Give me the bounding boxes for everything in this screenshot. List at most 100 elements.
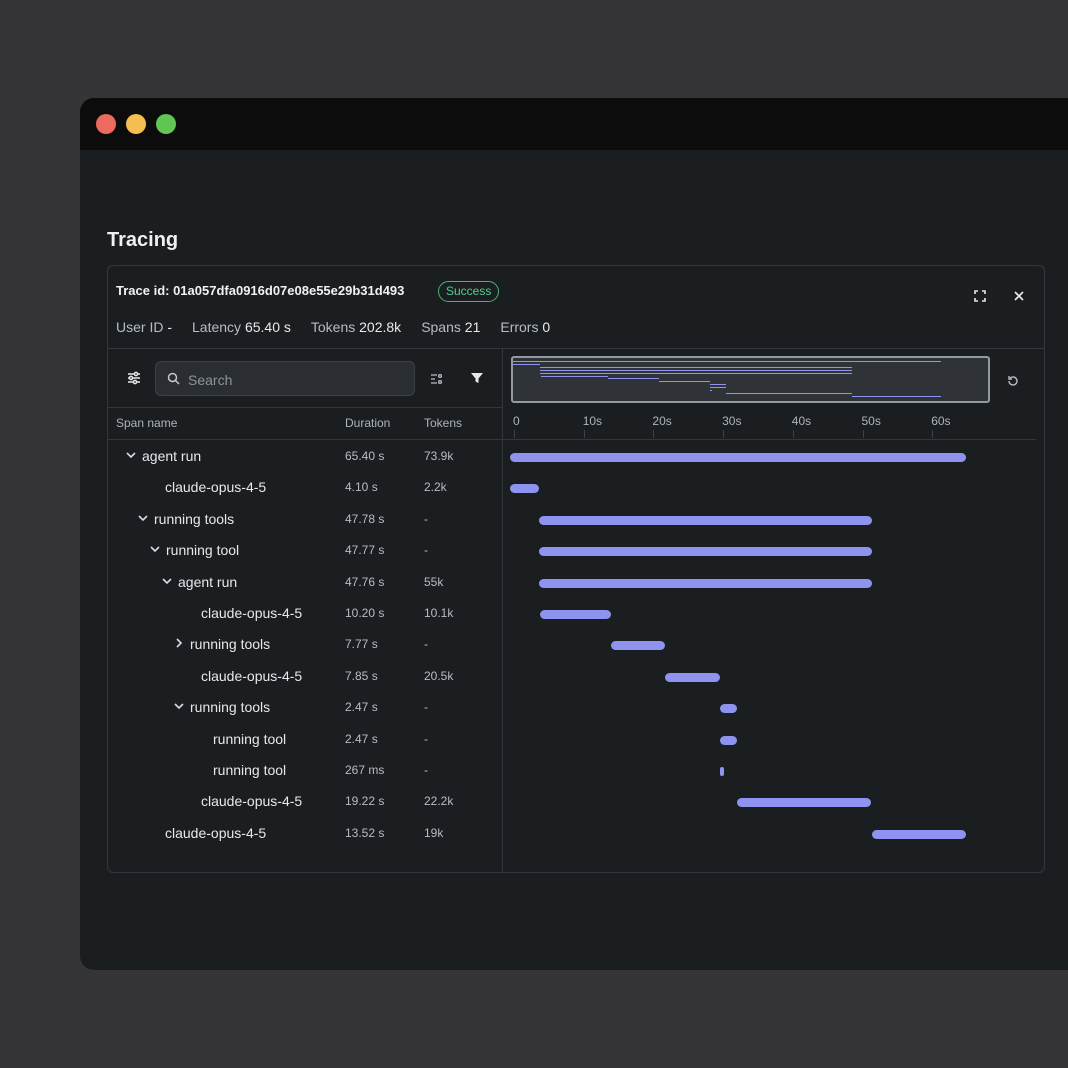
- span-row-name[interactable]: claude-opus-4-5: [201, 668, 302, 684]
- span-name: agent run: [142, 448, 202, 464]
- minimap-span-line: [710, 387, 727, 389]
- stat-value: -: [167, 319, 173, 335]
- span-bar[interactable]: [665, 672, 720, 682]
- chevron-down-icon[interactable]: [172, 699, 186, 715]
- span-bar[interactable]: [719, 735, 738, 745]
- span-row-name[interactable]: running tool: [148, 542, 239, 558]
- span-row-name[interactable]: claude-opus-4-5: [165, 825, 266, 841]
- expand-icon[interactable]: [972, 288, 988, 304]
- stat-value: 65.40 s: [244, 319, 291, 335]
- minimap-span-line: [726, 392, 852, 394]
- span-bar[interactable]: [510, 484, 539, 494]
- span-row-name[interactable]: claude-opus-4-5: [201, 793, 302, 809]
- span-bar[interactable]: [538, 578, 872, 588]
- span-bar[interactable]: [538, 515, 872, 525]
- span-row-name[interactable]: claude-opus-4-5: [201, 605, 302, 621]
- status-badge: Success: [438, 281, 500, 302]
- tick-mark: [583, 430, 585, 438]
- span-name: running tool: [213, 762, 287, 778]
- span-bar[interactable]: [871, 829, 966, 839]
- span-row-name[interactable]: running tools: [172, 699, 270, 715]
- chevron-right-icon[interactable]: [172, 636, 186, 652]
- span-row-name[interactable]: agent run: [160, 574, 237, 590]
- span-bar[interactable]: [737, 798, 872, 808]
- span-tokens: -: [424, 731, 428, 746]
- span-row-name[interactable]: running tools: [172, 636, 270, 652]
- stat-label: Tokens: [310, 319, 360, 335]
- stat-label: Latency: [192, 319, 245, 335]
- span-tokens: 73.9k: [424, 449, 454, 463]
- minimap-span-line: [539, 366, 853, 368]
- stat-label: Errors: [500, 319, 543, 335]
- tick-mark: [862, 430, 864, 438]
- minimize-window-button[interactable]: [126, 114, 146, 134]
- divider: [108, 348, 1044, 349]
- tick-mark: [792, 430, 794, 438]
- span-bar[interactable]: [538, 547, 872, 557]
- span-row-name[interactable]: agent run: [124, 448, 201, 464]
- stat-user-id: User ID -: [116, 319, 172, 335]
- span-row-name[interactable]: running tool: [213, 762, 286, 778]
- chevron-down-icon[interactable]: [148, 542, 162, 558]
- span-duration: 4.10 s: [345, 480, 378, 495]
- list-settings-icon[interactable]: [430, 372, 444, 390]
- tick-label: 20s: [652, 414, 672, 428]
- span-row-name[interactable]: running tool: [213, 731, 286, 747]
- chevron-down-icon[interactable]: [124, 448, 138, 464]
- tick-label: 30s: [722, 414, 742, 428]
- search-box[interactable]: [155, 361, 415, 397]
- column-header-tokens[interactable]: Tokens: [424, 416, 463, 430]
- span-duration: 65.40 s: [345, 449, 385, 463]
- span-tokens: -: [424, 637, 428, 652]
- span-bar[interactable]: [719, 767, 724, 776]
- span-duration: 19.22 s: [345, 794, 385, 809]
- filter-icon[interactable]: [470, 371, 484, 390]
- column-header-duration[interactable]: Duration: [345, 416, 391, 430]
- span-tokens: -: [424, 511, 428, 526]
- title-bar: [80, 98, 1068, 150]
- minimap-span-line: [513, 361, 941, 362]
- span-bar[interactable]: [510, 453, 966, 462]
- reset-icon[interactable]: [1006, 374, 1020, 393]
- search-icon: [167, 372, 180, 390]
- sliders-icon[interactable]: [126, 370, 142, 391]
- minimap-span-line: [852, 395, 941, 397]
- span-tokens: -: [424, 763, 428, 777]
- chevron-down-icon[interactable]: [136, 511, 150, 527]
- chevron-down-icon[interactable]: [160, 574, 174, 590]
- minimap-span-line: [539, 369, 853, 371]
- maximize-window-button[interactable]: [156, 114, 176, 134]
- span-tokens: 55k: [424, 574, 444, 589]
- span-bar[interactable]: [611, 641, 666, 651]
- divider: [108, 439, 1036, 440]
- span-duration: 10.20 s: [345, 606, 385, 620]
- span-name: claude-opus-4-5: [201, 605, 303, 621]
- stat-value: 0: [542, 319, 551, 335]
- span-bar[interactable]: [719, 704, 738, 714]
- span-name: claude-opus-4-5: [165, 824, 267, 841]
- column-header-span-name[interactable]: Span name: [116, 416, 178, 430]
- stat-value: 202.8k: [359, 319, 402, 335]
- span-tokens: 20.5k: [424, 668, 454, 683]
- span-row-name[interactable]: running tools: [136, 511, 234, 527]
- span-row-name[interactable]: claude-opus-4-5: [165, 479, 266, 495]
- close-window-button[interactable]: [96, 114, 116, 134]
- span-tokens: 19k: [424, 825, 444, 840]
- minimap-span-line: [541, 375, 608, 377]
- divider: [108, 407, 502, 408]
- trace-panel: Trace id: 01a057dfa0916d07e08e55e29b31d4…: [107, 265, 1045, 873]
- span-tokens: 2.2k: [424, 480, 447, 495]
- span-duration: 13.52 s: [345, 825, 385, 840]
- timeline-minimap[interactable]: [511, 356, 990, 403]
- tick-label: 50s: [861, 414, 881, 428]
- search-input[interactable]: [186, 362, 410, 397]
- minimap-span-line: [607, 378, 659, 380]
- stat-label: User ID: [116, 319, 168, 335]
- tick-label: 10s: [582, 414, 603, 428]
- span-bar[interactable]: [539, 610, 612, 619]
- close-icon[interactable]: [1011, 288, 1027, 304]
- stat-label: Spans: [421, 319, 465, 335]
- minimap-span-line: [710, 384, 727, 386]
- minimap-span-line: [658, 381, 711, 383]
- tick-label: 60s: [931, 414, 951, 428]
